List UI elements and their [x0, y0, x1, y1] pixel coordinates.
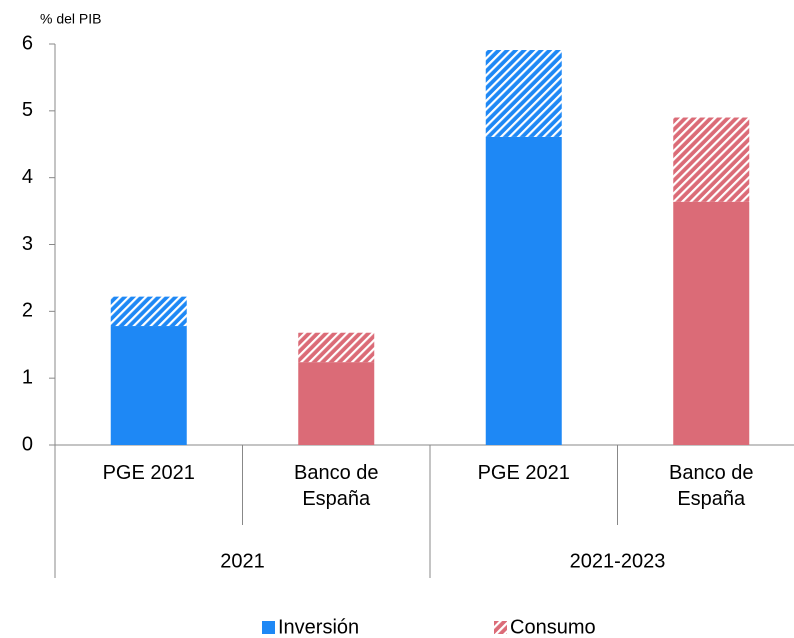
legend-swatch	[262, 621, 275, 634]
x-tick-label-box: PGE 2021	[102, 462, 195, 484]
x-tick-label: PGE 2021	[477, 462, 570, 484]
y-tick-label: 4	[22, 166, 33, 188]
bar-segment	[110, 326, 187, 445]
bar-segment	[485, 136, 562, 446]
y-tick-label: 1	[22, 366, 33, 388]
bar-segment	[673, 201, 750, 445]
x-tick-label-box: PGE 2021	[477, 462, 570, 484]
group-label: 2021	[220, 550, 265, 572]
legend-label: Consumo	[510, 616, 596, 638]
bar-segment	[673, 117, 750, 202]
x-tick-label: Banco de España	[293, 462, 379, 510]
y-tick-label: 0	[22, 433, 33, 455]
x-tick-label: Banco de España	[668, 462, 754, 510]
bar-segment	[298, 362, 375, 445]
bar-segment	[110, 296, 187, 327]
legend-swatch	[494, 621, 507, 634]
y-tick-label: 3	[22, 233, 33, 255]
x-tick-label: PGE 2021	[102, 462, 195, 484]
x-tick-label-box: Banco de España	[668, 462, 754, 510]
group-label: 2021-2023	[570, 550, 666, 572]
y-tick-label: 5	[22, 99, 33, 121]
x-tick-label-box: Banco de España	[293, 462, 379, 510]
bar-segment	[298, 332, 375, 363]
y-axis-label: % del PIB	[40, 11, 101, 27]
legend-label: Inversión	[278, 616, 359, 638]
y-tick-label: 2	[22, 300, 33, 322]
bar-segment	[485, 50, 562, 137]
y-tick-label: 6	[22, 32, 33, 54]
